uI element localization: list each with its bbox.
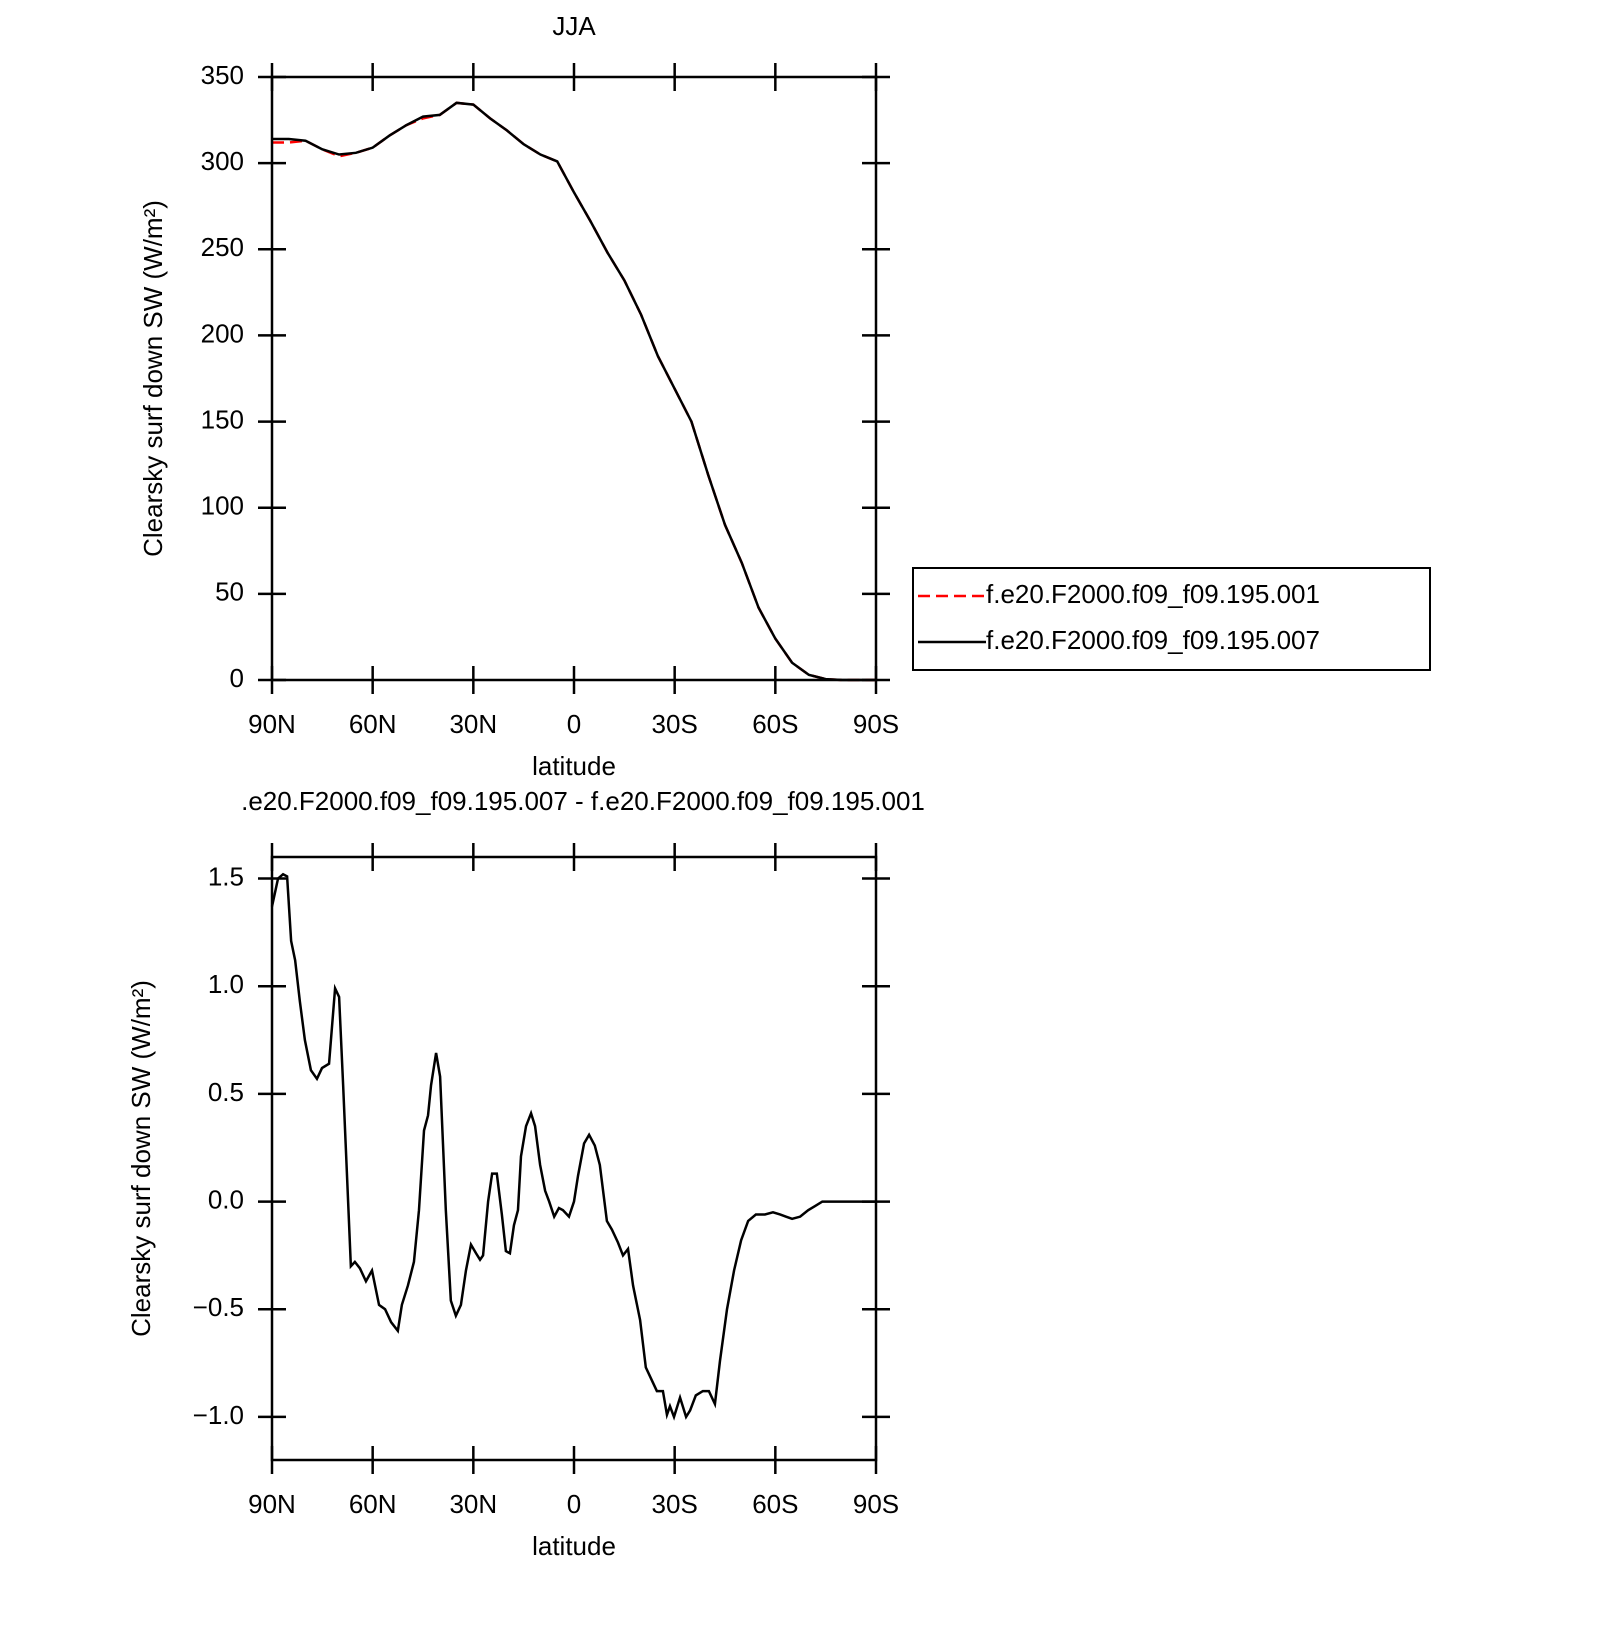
x-tick-label: 30N bbox=[449, 709, 497, 739]
y-tick-label: 0.5 bbox=[208, 1077, 244, 1107]
y-tick-label: 50 bbox=[215, 577, 244, 607]
chart-title: .e20.F2000.f09_f09.195.007 - f.e20.F2000… bbox=[241, 786, 925, 816]
y-axis-label: Clearsky surf down SW (W/m²) bbox=[126, 980, 156, 1337]
x-axis-label: latitude bbox=[532, 751, 616, 781]
x-tick-label: 30S bbox=[652, 709, 698, 739]
x-tick-label: 90S bbox=[853, 709, 899, 739]
legend-box bbox=[912, 567, 1431, 671]
x-tick-label: 90N bbox=[248, 1489, 296, 1519]
x-tick-label: 60S bbox=[752, 1489, 798, 1519]
x-tick-label: 60S bbox=[752, 709, 798, 739]
legend-label: f.e20.F2000.f09_f09.195.007 bbox=[986, 625, 1320, 655]
y-tick-label: 150 bbox=[201, 404, 244, 434]
y-tick-label: 1.0 bbox=[208, 969, 244, 999]
y-axis-label: Clearsky surf down SW (W/m²) bbox=[138, 200, 168, 557]
line-series bbox=[272, 101, 876, 682]
y-tick-label: 100 bbox=[201, 491, 244, 521]
x-tick-label: 90N bbox=[248, 709, 296, 739]
legend-label: f.e20.F2000.f09_f09.195.001 bbox=[986, 579, 1320, 609]
plot-frame bbox=[270, 855, 878, 1462]
x-tick-label: 30N bbox=[449, 1489, 497, 1519]
x-tick-label: 0 bbox=[567, 709, 581, 739]
y-tick-label: −0.5 bbox=[193, 1292, 244, 1322]
y-tick-label: 350 bbox=[201, 60, 244, 90]
y-tick-label: 300 bbox=[201, 146, 244, 176]
x-tick-label: 0 bbox=[567, 1489, 581, 1519]
line-series bbox=[270, 872, 876, 1421]
y-tick-label: 1.5 bbox=[208, 861, 244, 891]
line-series bbox=[272, 101, 876, 682]
y-tick-label: 200 bbox=[201, 318, 244, 348]
x-tick-label: 30S bbox=[652, 1489, 698, 1519]
y-tick-label: 250 bbox=[201, 232, 244, 262]
y-tick-label: −1.0 bbox=[193, 1400, 244, 1430]
y-tick-label: 0.0 bbox=[208, 1184, 244, 1214]
y-tick-label: 0 bbox=[230, 663, 244, 693]
x-tick-label: 90S bbox=[853, 1489, 899, 1519]
x-axis-label: latitude bbox=[532, 1531, 616, 1561]
chart-title: JJA bbox=[552, 11, 596, 41]
plot-frame bbox=[270, 75, 878, 682]
x-tick-label: 60N bbox=[349, 1489, 397, 1519]
x-tick-label: 60N bbox=[349, 709, 397, 739]
